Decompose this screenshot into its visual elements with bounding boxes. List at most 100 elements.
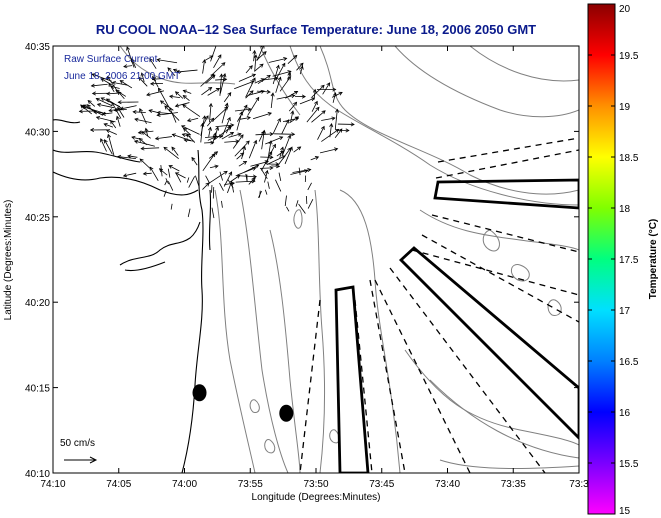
- scale-arrow: [64, 456, 98, 464]
- bathymetry-contours: [119, 46, 579, 473]
- current-vector: [284, 146, 293, 165]
- current-vector: [267, 181, 270, 189]
- current-vector: [223, 171, 233, 187]
- current-vector: [148, 109, 160, 114]
- current-vector: [211, 207, 215, 219]
- current-vector: [272, 70, 292, 77]
- current-vector: [95, 115, 116, 123]
- current-vector: [225, 124, 231, 134]
- current-vector: [321, 128, 340, 142]
- y-tick-label: 40:20: [25, 298, 50, 309]
- current-vector: [105, 129, 117, 135]
- current-vector: [134, 117, 152, 124]
- current-vector: [171, 133, 192, 142]
- colorbar-tick-label: 15.5: [619, 459, 639, 470]
- current-vector: [221, 200, 223, 208]
- current-vector: [115, 89, 127, 97]
- x-tick-label: 74:05: [106, 479, 131, 490]
- current-vector: [243, 164, 260, 173]
- current-vector: [131, 58, 137, 68]
- current-vector: [167, 67, 176, 76]
- current-vector: [164, 105, 180, 121]
- current-vector: [311, 100, 318, 112]
- x-tick-label: 73:50: [303, 479, 328, 490]
- current-vector: [331, 91, 343, 98]
- colorbar-tick-label: 17: [619, 306, 631, 317]
- current-vector: [202, 115, 209, 127]
- current-vector: [154, 136, 173, 141]
- current-vector: [276, 94, 296, 100]
- current-vector: [174, 172, 186, 179]
- current-vector: [123, 64, 133, 69]
- current-vector: [140, 72, 145, 82]
- current-vector: [174, 102, 190, 108]
- current-vector: [261, 129, 266, 150]
- current-vector: [254, 63, 264, 72]
- current-vector: [106, 91, 119, 96]
- current-vector: [228, 132, 242, 138]
- current-vector: [87, 100, 96, 107]
- current-vector: [270, 92, 275, 109]
- surface-current-vectors: [78, 46, 355, 219]
- station-marker: [192, 384, 207, 402]
- current-vector: [279, 76, 291, 92]
- current-vector: [91, 73, 112, 82]
- current-vector: [146, 90, 164, 97]
- current-vector: [182, 127, 192, 136]
- current-vector: [182, 89, 192, 94]
- current-vector: [208, 151, 219, 159]
- current-vector: [78, 109, 95, 114]
- station-marker: [279, 404, 294, 422]
- current-vector: [245, 90, 254, 99]
- y-tick-label: 40:35: [25, 42, 50, 53]
- current-vector: [248, 139, 258, 159]
- y-tick-label: 40:25: [25, 213, 50, 224]
- current-vector: [231, 182, 235, 193]
- current-vector: [206, 117, 215, 127]
- current-vector: [298, 203, 306, 214]
- current-vector: [86, 104, 94, 112]
- current-vector: [252, 112, 272, 120]
- current-vector: [286, 206, 290, 212]
- current-vector: [95, 97, 113, 107]
- current-vector: [131, 135, 141, 140]
- current-vector: [182, 104, 201, 117]
- x-tick-label: 74:00: [172, 479, 197, 490]
- current-vector: [272, 64, 280, 85]
- current-vector: [90, 83, 108, 88]
- current-vector: [186, 177, 190, 183]
- scale-label: 50 cm/s: [60, 438, 95, 449]
- current-vector: [275, 179, 282, 192]
- current-vector: [210, 62, 226, 76]
- chart-title: RU COOL NOAA–12 Sea Surface Temperature:…: [96, 22, 536, 37]
- current-vector: [103, 123, 114, 128]
- y-axis-label: Latitude (Degrees:Minutes): [3, 200, 14, 321]
- current-vector: [272, 117, 281, 134]
- current-vector: [207, 88, 221, 96]
- x-tick-label: 73:3: [569, 479, 589, 490]
- colorbar-tick-label: 17.5: [619, 255, 639, 266]
- colorbar-tick-label: 19: [619, 102, 631, 113]
- sector-box-east: [433, 178, 579, 210]
- current-vector: [214, 126, 220, 138]
- current-vector: [104, 139, 113, 155]
- current-vector: [282, 134, 292, 156]
- current-vector: [156, 58, 178, 64]
- current-vector: [126, 46, 135, 68]
- current-vector: [305, 196, 308, 204]
- current-vector: [89, 127, 108, 132]
- current-vector: [223, 92, 232, 103]
- current-vector: [334, 108, 340, 130]
- current-legend-date: June 18, 2006 21:00 GMT: [64, 71, 180, 82]
- current-vector: [236, 111, 244, 131]
- current-vector: [205, 175, 211, 184]
- current-vector: [168, 165, 180, 172]
- current-vector: [275, 62, 286, 80]
- current-vector: [202, 152, 216, 172]
- current-vector: [170, 203, 173, 210]
- current-vector: [250, 160, 269, 167]
- current-vector: [241, 145, 247, 160]
- current-vector: [234, 107, 252, 112]
- y-tick-label: 40:30: [25, 127, 50, 138]
- current-vector: [202, 182, 210, 190]
